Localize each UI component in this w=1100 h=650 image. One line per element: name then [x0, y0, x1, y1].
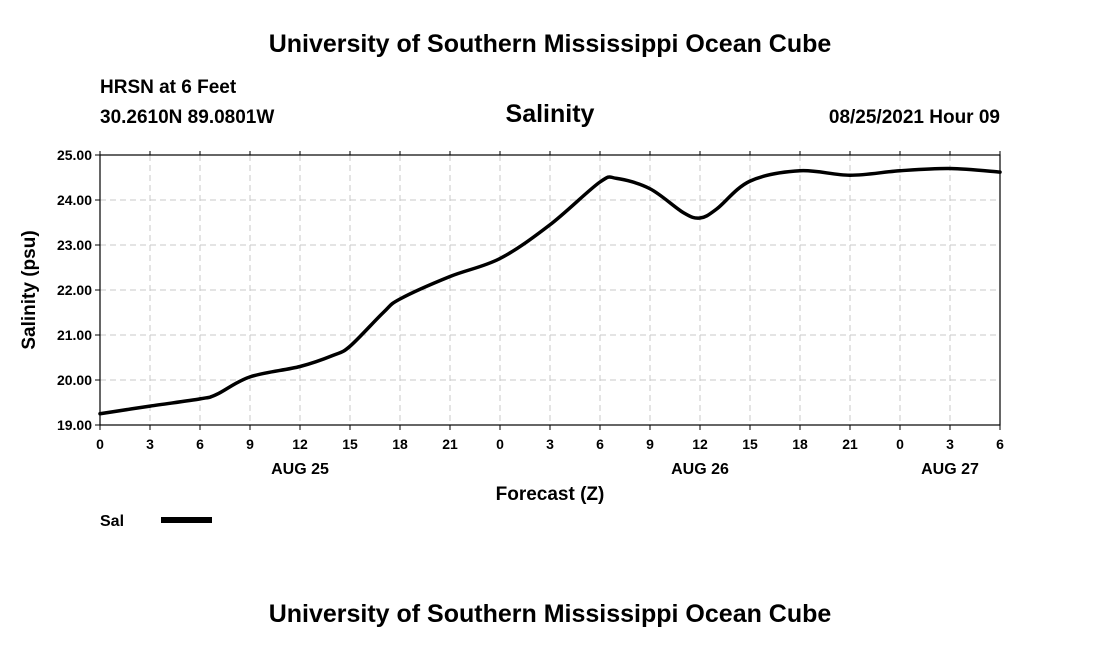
salinity-point: [499, 258, 501, 260]
salinity-point: [749, 180, 751, 182]
x-tick-label: 15: [342, 436, 358, 452]
x-tick-label: 21: [842, 436, 858, 452]
y-axis-label: Salinity (psu): [19, 230, 40, 349]
x-tick-label: 6: [996, 436, 1004, 452]
x-tick-label: 3: [146, 436, 154, 452]
salinity-point: [716, 208, 718, 210]
legend-label: Sal: [100, 513, 124, 530]
chart-title: University of Southern Mississippi Ocean…: [268, 30, 832, 58]
y-tick-label: 25.00: [57, 147, 92, 163]
y-tick-label: 20.00: [57, 372, 92, 388]
variable-title: Salinity: [505, 100, 595, 128]
salinity-point: [383, 312, 385, 314]
forecast-datetime: 08/25/2021 Hour 09: [828, 107, 1000, 128]
y-tick-label: 21.00: [57, 327, 92, 343]
salinity-point: [616, 178, 618, 180]
x-date-label: AUG 27: [921, 461, 979, 478]
x-axis: 0 3 6 9 12 15 18 21 0 3 6 9 12 15 18 21 0 3 6 AUG 25 AUG 26 A…: [96, 151, 1004, 478]
y-tick-label: 19.00: [57, 417, 92, 433]
salinity-point: [849, 174, 851, 176]
x-tick-label: 15: [742, 436, 758, 452]
salinity-point: [799, 170, 801, 172]
salinity-point: [299, 366, 301, 368]
salinity-point: [249, 376, 251, 378]
y-tick-label: 24.00: [57, 192, 92, 208]
x-date-label: AUG 26: [671, 461, 729, 478]
x-axis-label: Forecast (Z): [496, 484, 605, 505]
x-tick-label: 3: [946, 436, 954, 452]
salinity-point: [149, 405, 151, 407]
x-tick-label: 18: [792, 436, 808, 452]
x-date-label: AUG 25: [271, 461, 329, 478]
salinity-point: [899, 170, 901, 172]
y-tick-label: 23.00: [57, 237, 92, 253]
salinity-point: [549, 224, 551, 226]
x-tick-label: 9: [646, 436, 654, 452]
x-tick-label: 12: [292, 436, 308, 452]
x-tick-label: 3: [546, 436, 554, 452]
footer-title: University of Southern Mississippi Ocean…: [268, 600, 832, 628]
salinity-point: [449, 276, 451, 278]
salinity-point: [399, 298, 401, 300]
station-coordinates: 30.2610N 89.0801W: [100, 107, 275, 128]
chart-grid: [100, 155, 1000, 425]
station-label: HRSN at 6 Feet: [100, 77, 237, 98]
x-tick-label: 0: [896, 436, 904, 452]
y-tick-label: 22.00: [57, 282, 92, 298]
x-tick-label: 6: [196, 436, 204, 452]
salinity-point: [216, 394, 218, 396]
salinity-point: [949, 168, 951, 170]
x-tick-label: 12: [692, 436, 708, 452]
salinity-point: [99, 413, 101, 415]
y-axis: 19.00 20.00 21.00 22.00 23.00 24.00 25.00: [57, 147, 100, 433]
x-tick-label: 21: [442, 436, 458, 452]
series-layer: [98, 166, 1002, 416]
x-tick-label: 6: [596, 436, 604, 452]
salinity-line: [98, 166, 1002, 416]
salinity-point: [333, 354, 335, 356]
x-tick-label: 18: [392, 436, 408, 452]
x-tick-label: 0: [496, 436, 504, 452]
salinity-point: [349, 345, 351, 347]
x-tick-label: 0: [96, 436, 104, 452]
salinity-point: [683, 212, 685, 214]
salinity-point: [599, 181, 601, 183]
salinity-point: [699, 217, 701, 219]
x-tick-label: 9: [246, 436, 254, 452]
salinity-point: [199, 398, 201, 400]
salinity-point: [649, 188, 651, 190]
salinity-point: [999, 171, 1001, 173]
